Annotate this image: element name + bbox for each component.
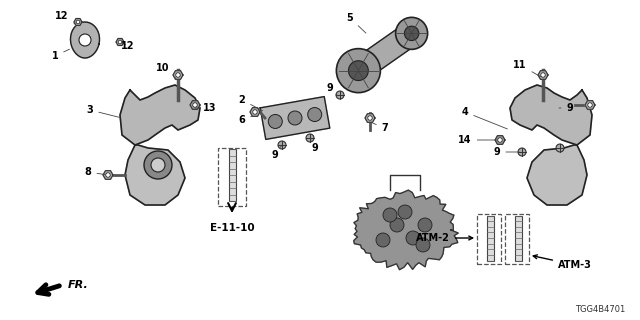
Text: E-11-10: E-11-10 [210, 223, 254, 233]
Polygon shape [365, 114, 375, 122]
Text: 12: 12 [55, 11, 75, 24]
Circle shape [556, 144, 564, 152]
Text: 9: 9 [493, 147, 519, 157]
Text: 10: 10 [156, 63, 176, 78]
Polygon shape [351, 24, 419, 80]
Text: 14: 14 [458, 135, 497, 145]
Circle shape [106, 173, 110, 177]
Circle shape [390, 218, 404, 232]
Text: 9: 9 [326, 83, 338, 96]
Circle shape [308, 108, 322, 122]
Text: 12: 12 [121, 41, 135, 51]
Polygon shape [354, 190, 458, 270]
Polygon shape [120, 85, 200, 145]
Circle shape [288, 111, 302, 125]
Text: 9: 9 [310, 138, 318, 153]
Circle shape [144, 151, 172, 179]
Polygon shape [116, 38, 124, 45]
Text: 11: 11 [513, 60, 541, 76]
Circle shape [418, 218, 432, 232]
Circle shape [268, 115, 282, 128]
Polygon shape [510, 85, 592, 145]
Circle shape [278, 141, 286, 149]
Circle shape [151, 158, 165, 172]
Bar [218, 148, 246, 206]
Text: 8: 8 [84, 167, 105, 177]
Polygon shape [495, 136, 505, 144]
Circle shape [376, 233, 390, 247]
Text: 6: 6 [239, 115, 252, 125]
Text: 13: 13 [195, 103, 217, 113]
Polygon shape [585, 101, 595, 109]
Circle shape [76, 20, 80, 24]
Text: 7: 7 [372, 123, 388, 133]
Polygon shape [527, 145, 587, 205]
Circle shape [336, 91, 344, 99]
Circle shape [176, 73, 180, 77]
Circle shape [337, 49, 380, 93]
Circle shape [368, 116, 372, 120]
Bar [515, 215, 522, 260]
Circle shape [383, 208, 397, 222]
Polygon shape [250, 108, 260, 116]
Circle shape [498, 138, 502, 142]
Text: 4: 4 [461, 107, 508, 129]
Polygon shape [538, 71, 548, 79]
Circle shape [398, 205, 412, 219]
Polygon shape [190, 101, 200, 109]
Text: 1: 1 [52, 49, 70, 61]
Circle shape [588, 103, 592, 107]
Text: 2: 2 [239, 95, 262, 111]
Circle shape [396, 17, 428, 49]
Circle shape [306, 134, 314, 142]
Polygon shape [125, 145, 185, 205]
Text: ATM-3: ATM-3 [533, 255, 592, 270]
Text: 9: 9 [559, 103, 573, 113]
Bar [505, 214, 529, 264]
Text: ATM-2: ATM-2 [416, 233, 473, 243]
Circle shape [118, 40, 122, 44]
Bar [228, 149, 236, 201]
Text: 3: 3 [86, 105, 119, 117]
Circle shape [541, 73, 545, 77]
Text: FR.: FR. [68, 280, 89, 290]
Circle shape [79, 34, 91, 46]
Bar [486, 215, 493, 260]
Circle shape [404, 26, 419, 41]
Polygon shape [70, 22, 99, 58]
Circle shape [416, 238, 430, 252]
Text: 9: 9 [271, 145, 282, 160]
Polygon shape [173, 71, 183, 79]
Circle shape [348, 61, 368, 81]
Polygon shape [74, 19, 82, 26]
Circle shape [193, 103, 197, 107]
Circle shape [518, 148, 526, 156]
Circle shape [253, 110, 257, 114]
Text: 5: 5 [347, 13, 366, 33]
Bar [477, 214, 501, 264]
Polygon shape [103, 171, 113, 179]
Circle shape [406, 231, 420, 245]
Polygon shape [260, 97, 330, 140]
Text: TGG4B4701: TGG4B4701 [575, 306, 625, 315]
